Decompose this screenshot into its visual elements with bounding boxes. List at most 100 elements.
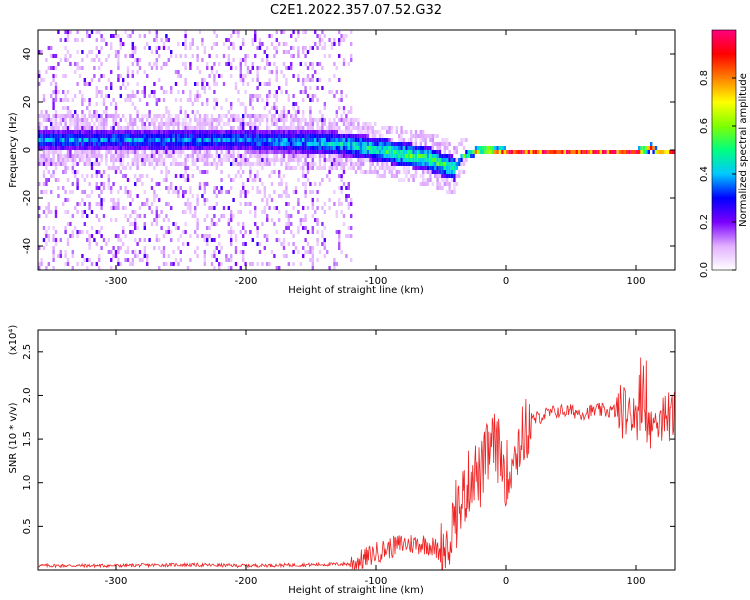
spectrogram-cell (335, 138, 338, 142)
spectrogram-cell (246, 158, 250, 162)
spectrogram-cell (436, 162, 439, 166)
spectrogram-cell (426, 178, 430, 182)
spectrogram-cell (141, 146, 144, 150)
spectrogram-cell (182, 242, 185, 246)
spectrogram-cell (316, 126, 319, 130)
spectrogram-cell (398, 150, 401, 154)
spectrogram-cell (338, 130, 341, 134)
spectrogram-cell (297, 110, 300, 114)
spectrogram-cell (215, 202, 218, 206)
spectrogram-cell (107, 146, 110, 150)
spectrogram-cell (66, 110, 70, 114)
spectrogram-cell (323, 42, 326, 46)
spectrogram-cell (311, 150, 314, 154)
spectrogram-cell (304, 142, 307, 146)
spectrogram-cell (88, 98, 91, 102)
spectrogram-cell (278, 238, 281, 242)
spectrogram-cell (448, 142, 451, 146)
spectrogram-cell (146, 258, 149, 262)
spectrogram-cell (338, 142, 341, 146)
spectrogram-cell (429, 158, 432, 162)
spectrogram-cell (95, 174, 98, 178)
spectrogram-cell (614, 150, 617, 154)
spectrogram-cell (302, 126, 305, 130)
spectrogram-cell (174, 222, 178, 226)
spectrogram-cell (141, 130, 144, 134)
spectrogram-cell (102, 118, 106, 122)
spectrogram-cell (412, 150, 415, 154)
spectrogram-cell (266, 102, 269, 106)
spectrogram-cell (302, 218, 305, 222)
spectrogram-cell (122, 82, 125, 86)
spectrogram-cell (345, 198, 348, 202)
spectrogram-cell (556, 150, 559, 154)
spectrogram-cell (220, 178, 223, 182)
spectrogram-cell (54, 66, 58, 70)
spectrogram-cell (208, 206, 211, 210)
x-tick-label: 100 (626, 576, 645, 587)
spectrogram-cell (446, 182, 449, 186)
spectrogram-cell (131, 150, 134, 154)
spectrogram-cell (266, 146, 269, 150)
spectrogram-cell (177, 190, 180, 194)
spectrogram-cell (206, 122, 209, 126)
spectrogram-cell (366, 138, 370, 142)
spectrogram-cell (575, 150, 578, 154)
spectrogram-cell (227, 266, 230, 270)
spectrogram-cell (102, 170, 106, 174)
spectrogram-cell (328, 130, 331, 134)
spectrogram-cell (210, 70, 214, 74)
spectrogram-cell (321, 46, 324, 50)
spectrogram-cell (215, 150, 218, 154)
spectrogram-cell (350, 126, 353, 130)
spectrogram-cell (81, 210, 84, 214)
spectrogram-cell (203, 218, 206, 222)
spectrogram-cell (270, 130, 274, 134)
spectrogram-cell (74, 174, 77, 178)
spectrogram-cell (278, 42, 281, 46)
spectrogram-cell (304, 186, 307, 190)
spectrogram-cell (124, 150, 127, 154)
spectrogram-cell (364, 142, 367, 146)
spectrogram-cell (232, 138, 235, 142)
spectrogram-cell (220, 158, 223, 162)
spectrogram-cell (129, 142, 132, 146)
spectrogram-cell (194, 158, 197, 162)
spectrogram-cell (311, 230, 314, 234)
spectrogram-cell (57, 154, 60, 158)
spectrogram-cell (100, 154, 103, 158)
spectrogram-cell (83, 150, 86, 154)
spectrogram-cell (86, 138, 89, 142)
spectrogram-cell (95, 94, 98, 98)
spectrogram-cell (306, 50, 310, 54)
spectrogram-cell (167, 118, 170, 122)
spectrogram-cell (198, 126, 202, 130)
spectrogram-cell (318, 38, 322, 42)
spectrogram-cell (110, 142, 113, 146)
spectrogram-cell (138, 134, 142, 138)
spectrogram-cell (316, 222, 319, 226)
spectrogram-cell (74, 62, 77, 66)
spectrogram-cell (438, 154, 442, 158)
spectrogram-cell (237, 118, 240, 122)
spectrogram-cell (155, 150, 158, 154)
spectrogram-cell (256, 70, 259, 74)
spectrogram-cell (186, 142, 190, 146)
spectrogram-cell (302, 114, 305, 118)
spectrogram-cell (126, 154, 130, 158)
spectrogram-cell (340, 38, 343, 42)
spectrogram-cell (414, 130, 418, 134)
spectrogram-cell (148, 142, 151, 146)
spectrogram-cell (57, 134, 60, 138)
spectrogram-cell (81, 126, 84, 130)
spectrogram-cell (297, 138, 300, 142)
spectrogram-cell (170, 182, 173, 186)
spectrogram-cell (150, 222, 154, 226)
spectrogram-cell (105, 110, 108, 114)
spectrogram-cell (138, 138, 142, 142)
spectrogram-cell (412, 174, 415, 178)
x-tick-label: 100 (626, 276, 645, 287)
spectrogram-cell (117, 54, 120, 58)
spectrogram-cell (131, 50, 134, 54)
spectrogram-cell (66, 134, 70, 138)
